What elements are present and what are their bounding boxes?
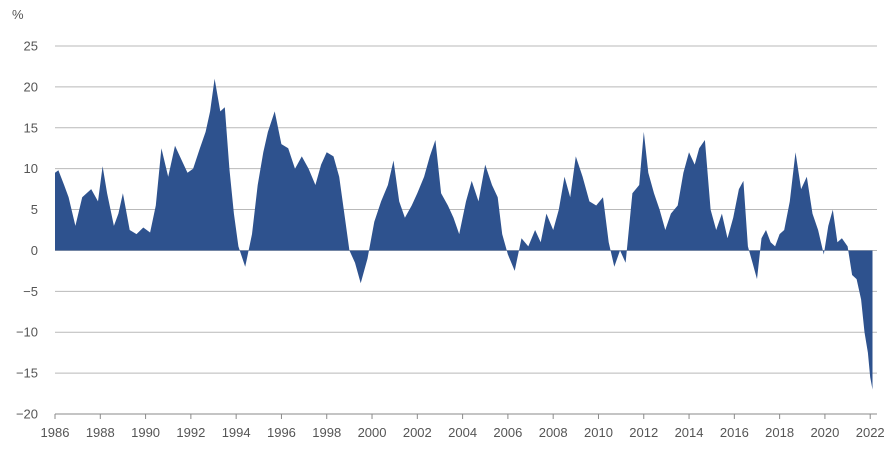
series-area <box>55 78 873 390</box>
x-tick-label-2016: 2016 <box>720 425 749 440</box>
x-tick-label-1992: 1992 <box>176 425 205 440</box>
y-tick-label-0: 0 <box>31 243 38 258</box>
y-tick-label-10: 10 <box>24 161 38 176</box>
y-tick-label--15: −15 <box>16 366 38 381</box>
x-tick-label-2004: 2004 <box>448 425 477 440</box>
x-axis-labels: 1986 1988 1990 1992 1994 1996 1998 2000 2002 2004… <box>41 425 885 440</box>
x-tick-label-2000: 2000 <box>358 425 387 440</box>
x-tick-label-2020: 2020 <box>810 425 839 440</box>
x-tick-label-1996: 1996 <box>267 425 296 440</box>
y-tick-label-5: 5 <box>31 202 38 217</box>
y-tick-label--10: −10 <box>16 325 38 340</box>
x-tick-label-1988: 1988 <box>86 425 115 440</box>
x-tick-label-1986: 1986 <box>41 425 70 440</box>
x-tick-label-2010: 2010 <box>584 425 613 440</box>
x-tick-label-2002: 2002 <box>403 425 432 440</box>
x-tick-label-2012: 2012 <box>629 425 658 440</box>
y-tick-label--5: −5 <box>23 284 38 299</box>
x-tick-label-2018: 2018 <box>765 425 794 440</box>
x-tick-label-2014: 2014 <box>675 425 704 440</box>
x-tick-label-1990: 1990 <box>131 425 160 440</box>
y-axis-unit-label: % <box>12 7 24 22</box>
y-tick-label-15: 15 <box>24 120 38 135</box>
y-tick-label--20: −20 <box>16 407 38 422</box>
x-tick-label-2008: 2008 <box>539 425 568 440</box>
y-tick-label-25: 25 <box>24 39 38 54</box>
x-tick-label-1998: 1998 <box>312 425 341 440</box>
x-tick-label-2022: 2022 <box>856 425 885 440</box>
x-tick-label-1994: 1994 <box>222 425 251 440</box>
y-tick-label-20: 20 <box>24 79 38 94</box>
y-axis-labels: 25 20 15 10 5 0 −5 −10 −15 −20 <box>16 39 38 422</box>
series-area-fill <box>55 78 873 390</box>
x-tick-label-2006: 2006 <box>493 425 522 440</box>
x-axis <box>54 413 877 419</box>
